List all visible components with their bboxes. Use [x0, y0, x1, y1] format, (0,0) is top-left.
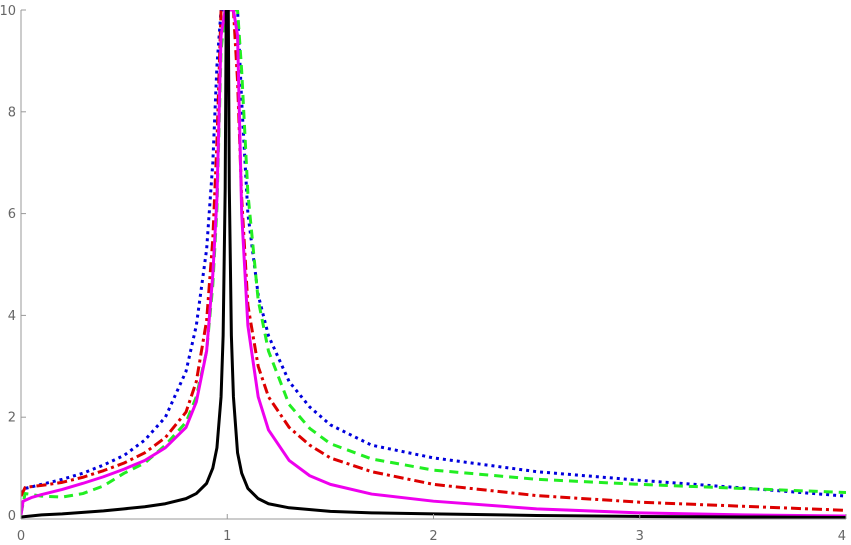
y-tick-label: 8 [8, 105, 16, 120]
x-tick-label: 0 [17, 529, 25, 544]
y-tick-label: 2 [8, 411, 16, 426]
x-tick-label: 3 [636, 529, 644, 544]
series-line-5 [21, 10, 846, 519]
x-tick-label: 4 [838, 529, 846, 544]
series-line-2 [21, 10, 846, 512]
y-tick-group: 0 2 4 6 8 10 [0, 4, 26, 524]
x-tick-label: 2 [429, 529, 437, 544]
y-tick-label: 0 [8, 509, 16, 524]
x-tick-label: 1 [223, 529, 231, 544]
series-line-4 [21, 10, 846, 518]
series-layer [21, 10, 846, 519]
series-line-1 [21, 10, 846, 498]
y-tick-label: 10 [0, 4, 16, 19]
series-line-3 [21, 10, 846, 515]
x-tick-group: 0 1 2 3 4 [17, 514, 847, 544]
y-tick-label: 6 [8, 207, 16, 222]
y-tick-label: 4 [8, 309, 16, 324]
